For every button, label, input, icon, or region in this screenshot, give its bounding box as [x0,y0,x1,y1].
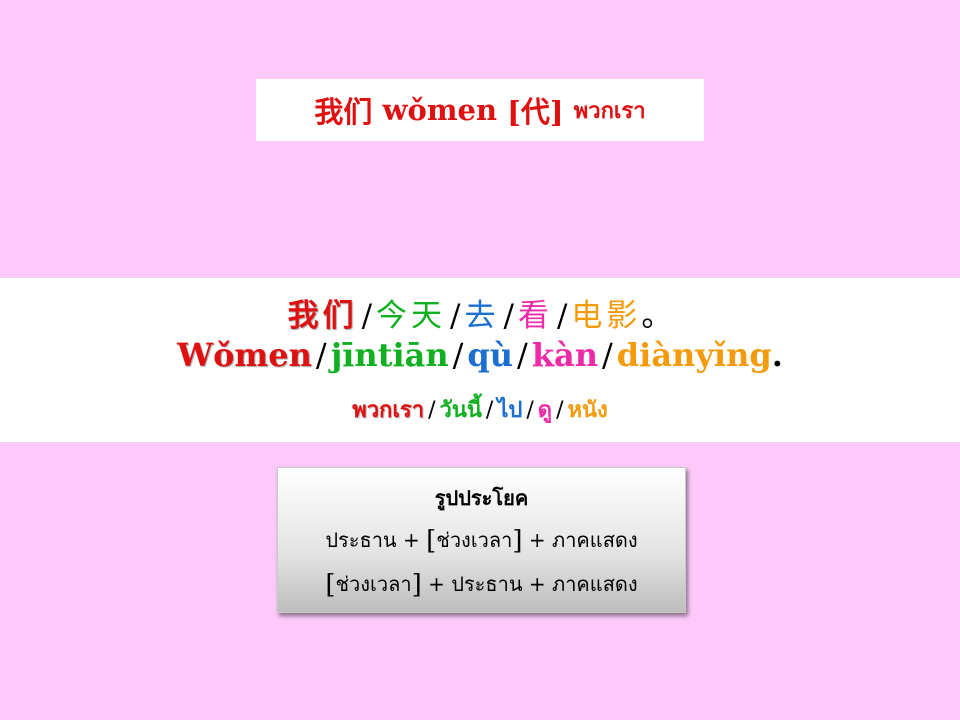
example-sentence-band: 我们 / 今天 / 去 / 看 / 电影。 Wǒmen / jīntiān / qù / kàn / diàny… [0,278,960,442]
bracket-close: ] [411,570,422,600]
hanzi-word: 我们 [287,298,358,334]
hanzi-word: 看 [517,298,553,334]
pinyin-word: diànyǐng [616,336,772,374]
thai-word: ดู [537,398,553,423]
sentence-hanzi-line: 我们 / 今天 / 去 / 看 / 电影。 [0,290,960,335]
sentence-thai-line: พวกเรา / วันนี้ / ไป / ดู / หนัง [0,392,960,427]
sentence-pinyin-line: Wǒmen / jīntiān / qù / kàn / diànyǐng. [0,336,960,374]
separator: / [361,298,373,334]
hanzi-word: 电影 [571,298,642,334]
bracket-close: ] [512,526,523,556]
bracket-open: [ [325,570,336,600]
pattern-plus: + [402,528,420,552]
separator: / [517,336,528,374]
pattern-time: ช่วงเวลา [335,572,412,596]
thai-word: หนัง [567,398,608,423]
pinyin-word: Wǒmen [177,336,312,374]
separator: / [315,336,327,374]
vocab-header: 我们 wǒmen [代] พวกเรา [256,79,704,141]
pattern-plus: + [528,572,546,596]
pinyin-word: qù [467,336,514,374]
vocab-part-of-speech: [代] [507,95,564,129]
pinyin-end-punctuation: . [771,336,783,374]
thai-word: ไป [497,398,523,423]
hanzi-end-punctuation: 。 [641,298,673,334]
vocab-thai: พวกเรา [573,98,646,124]
sentence-pattern-box: รูปประโยค ประธาน + [ช่วงเวลา] + ภาคแสดง … [277,467,686,613]
hanzi-word: 今天 [376,298,447,334]
separator: / [556,398,564,423]
vocab-hanzi: 我们 [314,95,373,129]
vocab-pinyin: wǒmen [382,93,498,127]
hanzi-word: 去 [464,298,500,334]
separator: / [503,298,514,334]
separator: / [452,336,464,374]
separator: / [450,298,461,334]
pattern-row-2: [ช่วงเวลา] + ประธาน + ภาคแสดง [278,568,685,600]
pattern-predicate: ภาคแสดง [552,572,638,596]
pinyin-word: kàn [531,336,598,374]
pattern-plus: + [428,572,445,596]
pinyin-word: jīntiān [330,336,449,374]
pattern-subject: ประธาน [325,528,397,552]
separator: / [428,398,436,423]
bracket-open: [ [426,526,437,556]
thai-word: วันนี้ [439,398,482,423]
pattern-predicate: ภาคแสดง [552,528,638,552]
pattern-row-1: ประธาน + [ช่วงเวลา] + ภาคแสดง [278,524,685,556]
separator: / [526,398,534,423]
pattern-title: รูปประโยค [434,486,529,510]
pattern-time: ช่วงเวลา [436,528,513,552]
thai-word: พวกเรา [352,398,425,423]
pattern-subject: ประธาน [451,572,523,596]
separator: / [602,336,613,374]
separator: / [556,298,568,334]
separator: / [485,398,494,423]
pattern-plus: + [528,528,546,552]
